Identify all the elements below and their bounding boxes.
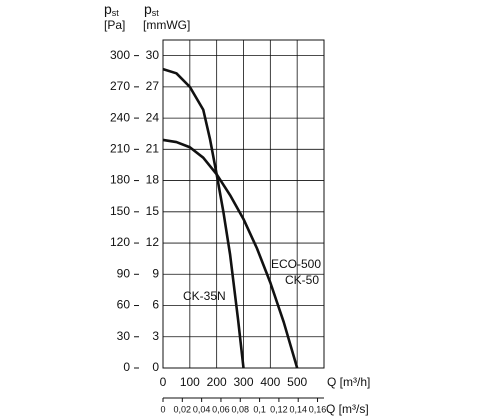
- y-tick-label: 240: [110, 110, 130, 124]
- y2-tick-label: 9: [152, 266, 159, 280]
- y2-tick-label: 24: [146, 110, 160, 124]
- y-tick-label: 270: [110, 79, 130, 93]
- y-tick-label: 150: [110, 204, 130, 218]
- curve-label: CK-50: [285, 273, 319, 287]
- y2-title-unit: [mmWG]: [143, 18, 190, 32]
- y-tick-label: 180: [110, 173, 130, 187]
- y2-title: pst: [144, 1, 159, 19]
- y-tick-label: 120: [110, 235, 130, 249]
- curve: [162, 67, 245, 369]
- y2-title-sub: st: [152, 8, 160, 18]
- curve: [162, 138, 299, 369]
- y2-tick-label: 18: [146, 173, 160, 187]
- x2-tick-label: 0,04: [193, 404, 211, 414]
- x2-tick-label: 0,02: [174, 404, 192, 414]
- x-tick-label: 300: [233, 375, 253, 389]
- y2-tick-label: 12: [146, 235, 160, 249]
- x-tick-label: 0: [160, 375, 167, 389]
- y2-tick-label: 0: [152, 360, 159, 374]
- y-tick-label: 0: [123, 360, 130, 374]
- y2-tick-label: 27: [146, 79, 160, 93]
- x-tick-label: 100: [180, 375, 200, 389]
- curve-label: ECO-500: [271, 257, 321, 271]
- y2-tick-label: 15: [146, 204, 160, 218]
- y2-tick-label: 21: [146, 142, 160, 156]
- x-tick-label: 400: [260, 375, 280, 389]
- x-tick-label: 500: [287, 375, 307, 389]
- x2-tick-label: 0,06: [212, 404, 230, 414]
- y-tick-label: 90: [117, 266, 131, 280]
- x2-tick-label: 0,1: [253, 404, 266, 414]
- y2-title-main: p: [144, 1, 152, 17]
- x2-tick-label: 0,14: [289, 404, 307, 414]
- x-title: Q [m³/h]: [327, 375, 370, 389]
- y-tick-label: 60: [117, 298, 131, 312]
- y2-tick-label: 6: [152, 298, 159, 312]
- y-title-sub: st: [112, 8, 120, 18]
- y-title: pst: [104, 1, 119, 19]
- y-title-unit: [Pa]: [104, 18, 125, 32]
- x2-title: Q [m³/s]: [326, 402, 369, 416]
- y-tick-label: 30: [117, 329, 131, 343]
- y-tick-label: 300: [110, 48, 130, 62]
- y2-tick-label: 30: [146, 48, 160, 62]
- x2-tick-label: 0: [160, 404, 165, 414]
- y-title-main: p: [104, 1, 112, 17]
- x-tick-label: 200: [207, 375, 227, 389]
- y-tick-label: 210: [110, 142, 130, 156]
- x2-tick-label: 0,16: [309, 404, 327, 414]
- x2-tick-label: 0,08: [231, 404, 249, 414]
- curve-label: CK-35N: [183, 289, 226, 303]
- y2-tick-label: 3: [152, 329, 159, 343]
- x2-tick-label: 0,12: [270, 404, 288, 414]
